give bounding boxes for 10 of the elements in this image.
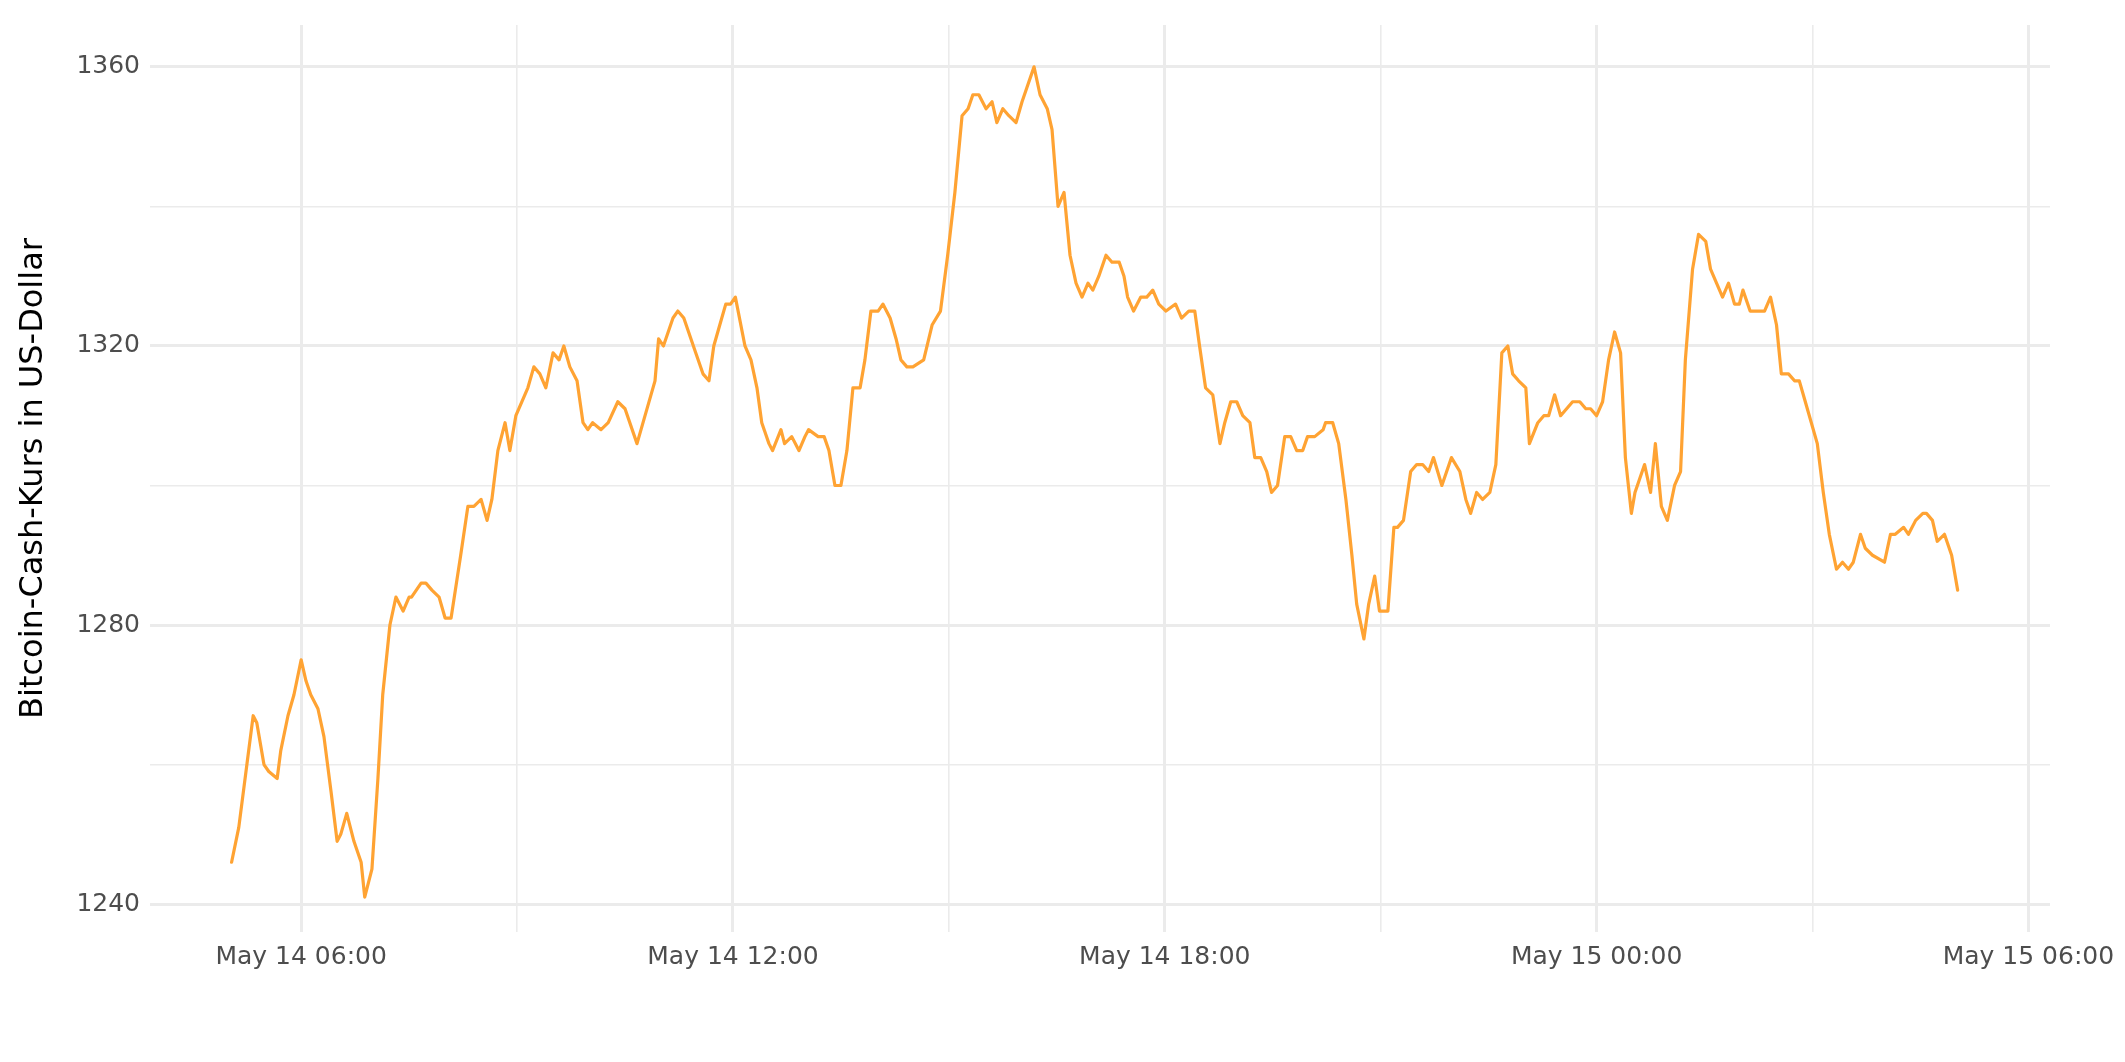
y-axis-title: Bitcoin-Cash-Kurs in US-Dollar [11, 237, 50, 719]
y-tick-label: 1320 [76, 329, 141, 359]
x-tick-label: May 14 18:00 [1079, 940, 1251, 970]
x-tick-label: May 14 06:00 [215, 940, 387, 970]
x-tick-label: May 15 00:00 [1510, 940, 1683, 970]
y-tick-label: 1360 [76, 50, 141, 80]
x-tick-label: May 14 12:00 [647, 940, 819, 970]
y-tick-label: 1280 [76, 608, 141, 638]
y-tick-label: 1240 [76, 887, 141, 917]
x-tick-label: May 15 06:00 [1942, 940, 2115, 970]
